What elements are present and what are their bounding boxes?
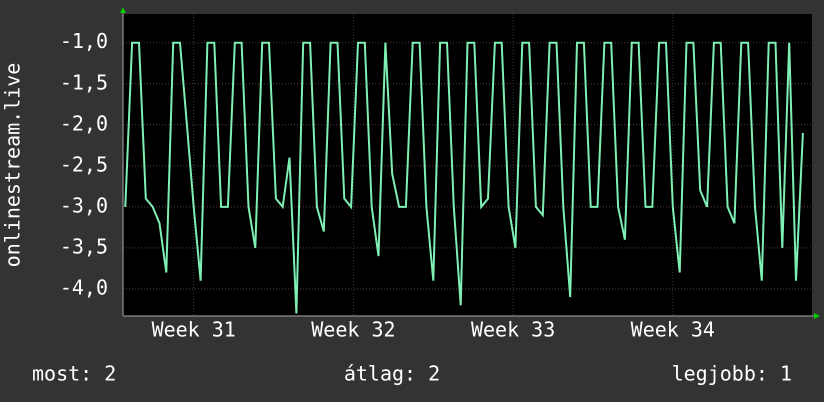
- x-arrow: [814, 313, 820, 319]
- y-tick-label: -3,5: [60, 234, 108, 258]
- y-tick-label: -1,0: [60, 29, 108, 53]
- footer-best: legjobb: 1: [672, 362, 792, 386]
- y-tick-label: -2,0: [60, 111, 108, 135]
- x-tick-label: Week 34: [631, 318, 715, 342]
- y-tick-label: -3,0: [60, 193, 108, 217]
- footer-current: most: 2: [32, 362, 116, 386]
- x-tick-label: Week 33: [471, 318, 555, 342]
- y-arrow: [120, 7, 126, 13]
- y-tick-label: -1,5: [60, 70, 108, 94]
- x-tick-label: Week 32: [311, 318, 395, 342]
- x-tick-label: Week 31: [152, 318, 236, 342]
- marks: [124, 41, 804, 314]
- footer-average: átlag: 2: [344, 362, 440, 386]
- line: [124, 41, 804, 314]
- y-tick-label: -2,5: [60, 152, 108, 176]
- y-tick-label: -4,0: [60, 275, 108, 299]
- y-axis-label: onlinestream.live: [1, 63, 25, 268]
